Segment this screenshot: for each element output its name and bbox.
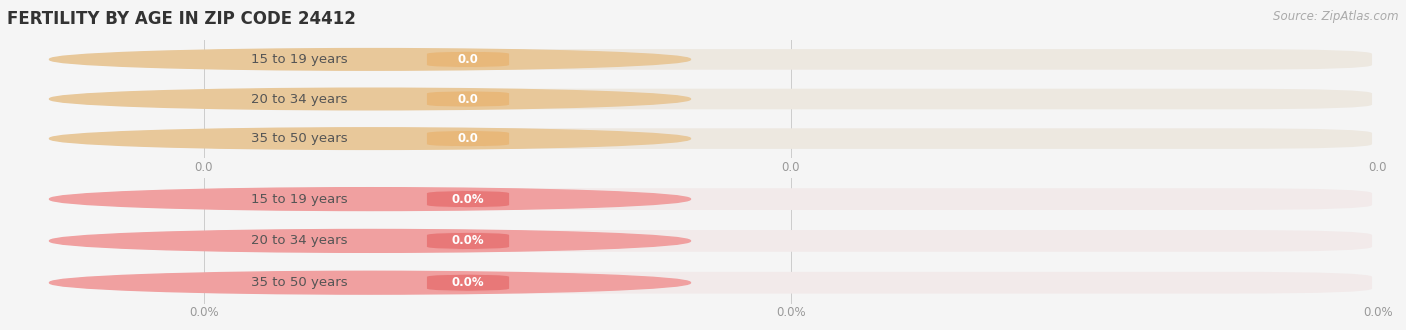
Text: 0.0%: 0.0% [451, 276, 484, 289]
Text: 35 to 50 years: 35 to 50 years [250, 276, 347, 289]
Text: 20 to 34 years: 20 to 34 years [250, 92, 347, 106]
Circle shape [49, 271, 690, 294]
Text: 35 to 50 years: 35 to 50 years [250, 132, 347, 145]
Text: 0.0: 0.0 [457, 132, 478, 145]
Text: 15 to 19 years: 15 to 19 years [250, 193, 347, 206]
Circle shape [49, 128, 690, 149]
Text: 0.0: 0.0 [457, 92, 478, 106]
Text: 20 to 34 years: 20 to 34 years [250, 234, 347, 248]
FancyBboxPatch shape [209, 89, 1372, 109]
Text: 0.0%: 0.0% [451, 234, 484, 248]
Text: 0.0%: 0.0% [451, 193, 484, 206]
FancyBboxPatch shape [427, 274, 509, 291]
FancyBboxPatch shape [427, 191, 509, 208]
Text: FERTILITY BY AGE IN ZIP CODE 24412: FERTILITY BY AGE IN ZIP CODE 24412 [7, 10, 356, 28]
FancyBboxPatch shape [427, 51, 509, 67]
Circle shape [49, 49, 690, 70]
FancyBboxPatch shape [209, 49, 1372, 70]
FancyBboxPatch shape [209, 272, 1372, 294]
Circle shape [49, 229, 690, 252]
Text: 0.0: 0.0 [457, 53, 478, 66]
FancyBboxPatch shape [427, 91, 509, 107]
Text: 15 to 19 years: 15 to 19 years [250, 53, 347, 66]
FancyBboxPatch shape [427, 233, 509, 249]
Circle shape [49, 88, 690, 110]
Text: Source: ZipAtlas.com: Source: ZipAtlas.com [1274, 10, 1399, 23]
Circle shape [49, 188, 690, 211]
FancyBboxPatch shape [209, 128, 1372, 149]
FancyBboxPatch shape [209, 188, 1372, 210]
FancyBboxPatch shape [427, 131, 509, 147]
FancyBboxPatch shape [209, 230, 1372, 252]
